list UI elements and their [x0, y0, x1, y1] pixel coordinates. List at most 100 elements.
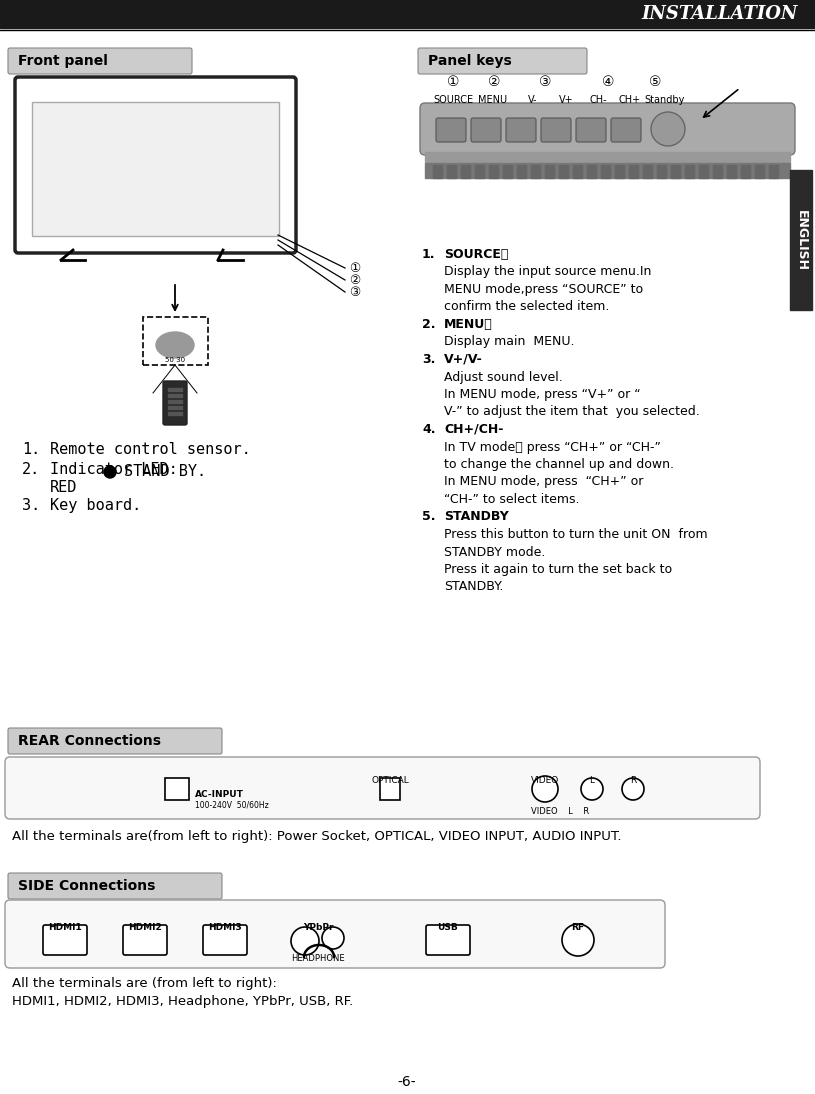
Text: STANDBY mode.: STANDBY mode. — [444, 546, 545, 559]
Text: ②: ② — [487, 75, 500, 89]
Text: ③: ③ — [349, 286, 360, 299]
FancyBboxPatch shape — [420, 103, 795, 155]
Bar — [489, 165, 498, 178]
FancyBboxPatch shape — [506, 118, 536, 142]
Text: Press it again to turn the set back to: Press it again to turn the set back to — [444, 563, 672, 577]
Bar — [629, 165, 638, 178]
Bar — [433, 165, 442, 178]
Bar — [790, 170, 812, 310]
Text: ④: ④ — [601, 75, 615, 89]
Ellipse shape — [156, 331, 194, 358]
Bar — [517, 165, 526, 178]
Text: confirm the selected item.: confirm the selected item. — [444, 301, 610, 314]
Text: HDMI3: HDMI3 — [208, 923, 242, 932]
Text: 3.: 3. — [22, 498, 40, 513]
Bar — [168, 406, 182, 409]
Text: Key board.: Key board. — [50, 498, 141, 513]
Text: STAND BY.: STAND BY. — [124, 464, 206, 478]
Bar — [559, 165, 568, 178]
Text: CH+/CH-: CH+/CH- — [444, 423, 504, 437]
Text: ③: ③ — [539, 75, 551, 89]
FancyBboxPatch shape — [43, 926, 87, 955]
FancyBboxPatch shape — [8, 873, 222, 899]
Text: R: R — [630, 776, 637, 785]
Text: SOURCE：: SOURCE： — [444, 248, 509, 261]
Text: 4.: 4. — [422, 423, 435, 437]
Bar — [380, 778, 400, 800]
Text: In TV mode， press “CH+” or “CH-”: In TV mode， press “CH+” or “CH-” — [444, 441, 661, 454]
Bar — [741, 165, 750, 178]
Text: L: L — [589, 776, 594, 785]
Bar — [0, 0, 815, 28]
Text: V+/V-: V+/V- — [444, 353, 482, 366]
Text: HDMI1: HDMI1 — [48, 923, 82, 932]
Text: ENGLISH: ENGLISH — [795, 209, 808, 270]
Text: V+: V+ — [559, 95, 573, 105]
Bar — [165, 778, 189, 800]
Bar — [685, 165, 694, 178]
Text: HDMI1, HDMI2, HDMI3, Headphone, YPbPr, USB, RF.: HDMI1, HDMI2, HDMI3, Headphone, YPbPr, U… — [12, 996, 353, 1008]
Bar — [573, 165, 582, 178]
Text: 2.: 2. — [22, 462, 40, 477]
Text: ①: ① — [349, 261, 360, 275]
Text: V-: V- — [528, 95, 538, 105]
Text: Adjust sound level.: Adjust sound level. — [444, 371, 562, 384]
Text: HEADPHONE: HEADPHONE — [291, 954, 345, 963]
Text: Panel keys: Panel keys — [428, 54, 512, 68]
Text: All the terminals are (from left to right):: All the terminals are (from left to righ… — [12, 977, 277, 990]
FancyBboxPatch shape — [203, 926, 247, 955]
Text: STANDBY: STANDBY — [444, 511, 509, 524]
Bar — [727, 165, 736, 178]
Text: SOURCE: SOURCE — [433, 95, 473, 105]
Bar — [168, 400, 182, 403]
Text: In MENU mode, press  “CH+” or: In MENU mode, press “CH+” or — [444, 476, 643, 489]
Text: RED: RED — [50, 480, 77, 494]
Text: -6-: -6- — [398, 1075, 416, 1089]
Bar — [671, 165, 680, 178]
Text: 2.: 2. — [422, 318, 435, 331]
Text: 5.: 5. — [422, 511, 435, 524]
Bar — [643, 165, 652, 178]
Text: SIDE Connections: SIDE Connections — [18, 878, 156, 893]
Text: to change the channel up and down.: to change the channel up and down. — [444, 458, 674, 472]
Text: CH+: CH+ — [619, 95, 641, 105]
Bar — [425, 163, 790, 178]
Circle shape — [562, 924, 594, 956]
Text: Standby: Standby — [645, 95, 685, 105]
Text: 1.: 1. — [422, 248, 435, 261]
Bar — [531, 165, 540, 178]
Text: ⑤: ⑤ — [649, 75, 661, 89]
Bar — [32, 102, 279, 236]
Circle shape — [622, 778, 644, 800]
Bar — [461, 165, 470, 178]
FancyBboxPatch shape — [5, 900, 665, 968]
FancyBboxPatch shape — [418, 48, 587, 74]
FancyBboxPatch shape — [426, 926, 470, 955]
FancyBboxPatch shape — [576, 118, 606, 142]
Text: Front panel: Front panel — [18, 54, 108, 68]
Text: AC-INPUT: AC-INPUT — [195, 790, 244, 799]
Bar — [615, 165, 624, 178]
Text: Remote control sensor.: Remote control sensor. — [50, 442, 251, 457]
Text: 100-240V  50/60Hz: 100-240V 50/60Hz — [195, 800, 269, 808]
Bar — [143, 317, 208, 365]
Text: REAR Connections: REAR Connections — [18, 734, 161, 748]
Text: Display main  MENU.: Display main MENU. — [444, 336, 575, 349]
Text: VIDEO: VIDEO — [531, 776, 559, 785]
Bar — [447, 165, 456, 178]
Bar — [168, 412, 182, 415]
Text: INSTALLATION: INSTALLATION — [641, 5, 798, 23]
Text: MENU: MENU — [478, 95, 508, 105]
Text: STANDBY.: STANDBY. — [444, 581, 504, 594]
FancyBboxPatch shape — [8, 728, 222, 754]
FancyBboxPatch shape — [8, 48, 192, 74]
Text: In MENU mode, press “V+” or “: In MENU mode, press “V+” or “ — [444, 388, 641, 401]
Bar — [601, 165, 610, 178]
Text: MENU mode,press “SOURCE” to: MENU mode,press “SOURCE” to — [444, 283, 643, 296]
FancyBboxPatch shape — [436, 118, 466, 142]
Circle shape — [651, 112, 685, 146]
Text: 50 30: 50 30 — [165, 357, 185, 363]
Text: USB: USB — [438, 923, 458, 932]
Bar — [425, 152, 790, 162]
FancyBboxPatch shape — [123, 926, 167, 955]
